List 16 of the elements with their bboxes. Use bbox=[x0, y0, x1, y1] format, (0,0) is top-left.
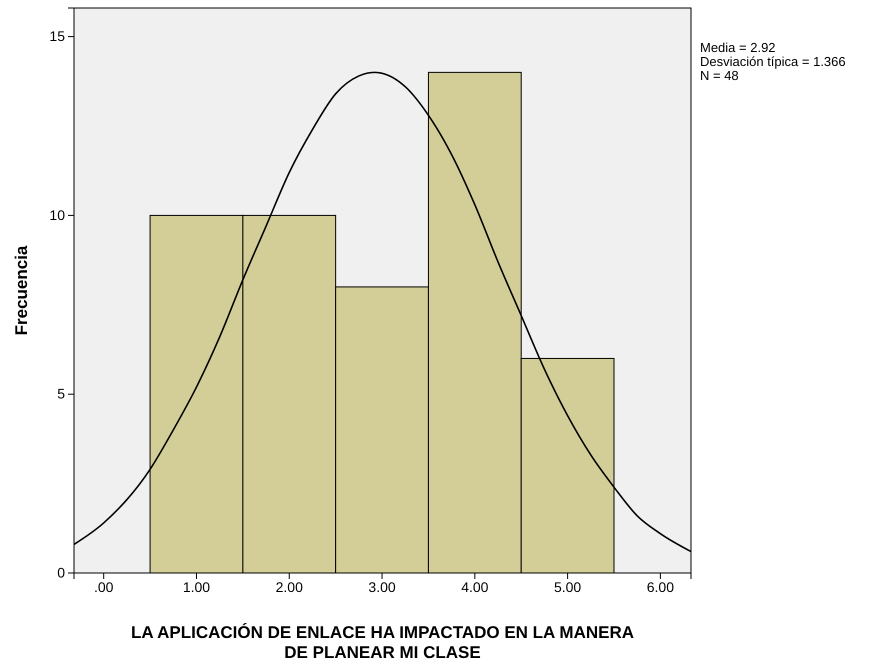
text: Desviación típica = 1.366 bbox=[700, 54, 846, 69]
x-tick-label: 1.00 bbox=[182, 578, 210, 595]
x-axis-title: LA APLICACIÓN DE ENLACE HA IMPACTADO EN LA MANERA DE PLANEAR MI CLASE bbox=[130, 622, 634, 662]
y-tick-label: 5 bbox=[57, 386, 66, 402]
y-tick-label: 10 bbox=[49, 206, 66, 223]
text: N = 48 bbox=[700, 68, 739, 83]
x-tick-label: 6.00 bbox=[646, 578, 674, 595]
y-tick-label: 15 bbox=[49, 28, 66, 44]
x-tick-label: 2.00 bbox=[276, 578, 304, 595]
x-tick-label: 3.00 bbox=[368, 578, 396, 595]
x-tick-label: .00 bbox=[94, 578, 114, 595]
y-tick-label: 0 bbox=[57, 564, 66, 580]
x-tick-label: 5.00 bbox=[554, 578, 582, 595]
text: Media = 2.92 bbox=[700, 40, 776, 55]
y-axis-title: Frecuencia bbox=[12, 245, 31, 336]
x-tick-label: 4.00 bbox=[461, 578, 489, 595]
